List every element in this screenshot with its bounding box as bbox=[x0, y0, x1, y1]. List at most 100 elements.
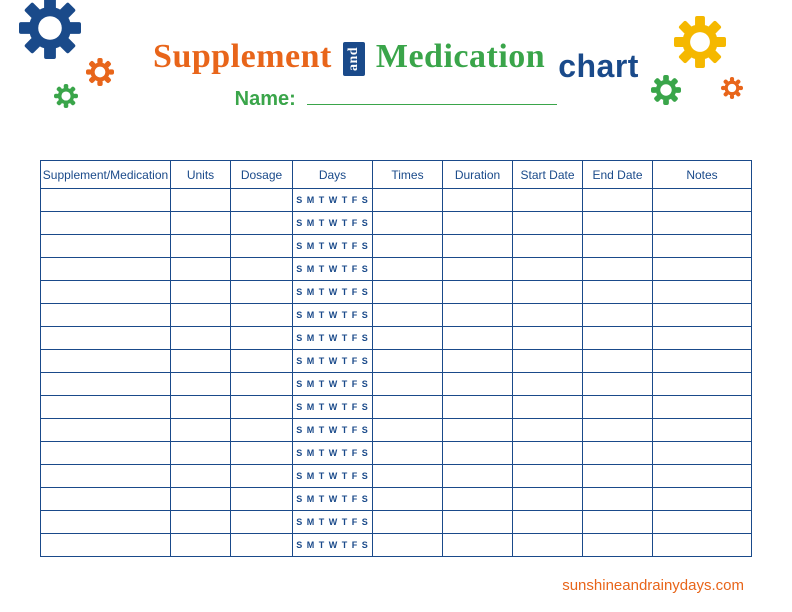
table-cell[interactable] bbox=[513, 419, 583, 442]
table-cell[interactable] bbox=[653, 442, 752, 465]
table-cell[interactable] bbox=[513, 189, 583, 212]
table-cell[interactable] bbox=[373, 235, 443, 258]
table-cell[interactable] bbox=[231, 258, 293, 281]
table-cell[interactable] bbox=[583, 327, 653, 350]
table-cell[interactable] bbox=[443, 488, 513, 511]
table-cell[interactable] bbox=[373, 304, 443, 327]
table-cell[interactable] bbox=[653, 327, 752, 350]
table-cell[interactable] bbox=[583, 350, 653, 373]
table-cell[interactable] bbox=[41, 373, 171, 396]
table-cell[interactable] bbox=[171, 534, 231, 557]
days-cell[interactable]: S M T W T F S bbox=[293, 281, 373, 304]
table-cell[interactable] bbox=[653, 235, 752, 258]
days-cell[interactable]: S M T W T F S bbox=[293, 465, 373, 488]
table-cell[interactable] bbox=[583, 235, 653, 258]
days-cell[interactable]: S M T W T F S bbox=[293, 304, 373, 327]
table-cell[interactable] bbox=[231, 534, 293, 557]
table-cell[interactable] bbox=[653, 281, 752, 304]
table-cell[interactable] bbox=[373, 327, 443, 350]
table-cell[interactable] bbox=[513, 534, 583, 557]
table-cell[interactable] bbox=[443, 350, 513, 373]
table-cell[interactable] bbox=[41, 189, 171, 212]
table-cell[interactable] bbox=[231, 235, 293, 258]
table-cell[interactable] bbox=[513, 281, 583, 304]
table-cell[interactable] bbox=[583, 511, 653, 534]
table-cell[interactable] bbox=[513, 488, 583, 511]
table-cell[interactable] bbox=[373, 281, 443, 304]
table-cell[interactable] bbox=[373, 396, 443, 419]
table-cell[interactable] bbox=[41, 465, 171, 488]
table-cell[interactable] bbox=[373, 189, 443, 212]
table-cell[interactable] bbox=[171, 442, 231, 465]
table-cell[interactable] bbox=[443, 396, 513, 419]
table-cell[interactable] bbox=[583, 258, 653, 281]
table-cell[interactable] bbox=[41, 419, 171, 442]
table-cell[interactable] bbox=[653, 465, 752, 488]
name-fill-line[interactable] bbox=[307, 104, 557, 105]
table-cell[interactable] bbox=[513, 396, 583, 419]
days-cell[interactable]: S M T W T F S bbox=[293, 373, 373, 396]
table-cell[interactable] bbox=[231, 212, 293, 235]
table-cell[interactable] bbox=[231, 189, 293, 212]
table-cell[interactable] bbox=[41, 442, 171, 465]
days-cell[interactable]: S M T W T F S bbox=[293, 258, 373, 281]
table-cell[interactable] bbox=[231, 442, 293, 465]
days-cell[interactable]: S M T W T F S bbox=[293, 212, 373, 235]
table-cell[interactable] bbox=[583, 419, 653, 442]
days-cell[interactable]: S M T W T F S bbox=[293, 350, 373, 373]
table-cell[interactable] bbox=[443, 189, 513, 212]
table-cell[interactable] bbox=[373, 212, 443, 235]
table-cell[interactable] bbox=[583, 212, 653, 235]
table-cell[interactable] bbox=[583, 534, 653, 557]
table-cell[interactable] bbox=[231, 304, 293, 327]
table-cell[interactable] bbox=[373, 442, 443, 465]
table-cell[interactable] bbox=[171, 419, 231, 442]
table-cell[interactable] bbox=[583, 465, 653, 488]
table-cell[interactable] bbox=[513, 212, 583, 235]
table-cell[interactable] bbox=[583, 304, 653, 327]
table-cell[interactable] bbox=[41, 258, 171, 281]
table-cell[interactable] bbox=[171, 396, 231, 419]
table-cell[interactable] bbox=[231, 396, 293, 419]
table-cell[interactable] bbox=[513, 373, 583, 396]
table-cell[interactable] bbox=[443, 511, 513, 534]
table-cell[interactable] bbox=[171, 327, 231, 350]
table-cell[interactable] bbox=[513, 258, 583, 281]
table-cell[interactable] bbox=[583, 396, 653, 419]
table-cell[interactable] bbox=[373, 488, 443, 511]
table-cell[interactable] bbox=[653, 212, 752, 235]
table-cell[interactable] bbox=[41, 212, 171, 235]
table-cell[interactable] bbox=[41, 396, 171, 419]
days-cell[interactable]: S M T W T F S bbox=[293, 534, 373, 557]
table-cell[interactable] bbox=[443, 327, 513, 350]
days-cell[interactable]: S M T W T F S bbox=[293, 442, 373, 465]
table-cell[interactable] bbox=[373, 465, 443, 488]
table-cell[interactable] bbox=[653, 488, 752, 511]
table-cell[interactable] bbox=[171, 258, 231, 281]
table-cell[interactable] bbox=[41, 281, 171, 304]
table-cell[interactable] bbox=[513, 304, 583, 327]
table-cell[interactable] bbox=[41, 235, 171, 258]
table-cell[interactable] bbox=[231, 488, 293, 511]
table-cell[interactable] bbox=[443, 465, 513, 488]
table-cell[interactable] bbox=[653, 304, 752, 327]
table-cell[interactable] bbox=[653, 373, 752, 396]
table-cell[interactable] bbox=[41, 488, 171, 511]
table-cell[interactable] bbox=[443, 212, 513, 235]
table-cell[interactable] bbox=[171, 465, 231, 488]
table-cell[interactable] bbox=[41, 534, 171, 557]
table-cell[interactable] bbox=[653, 534, 752, 557]
table-cell[interactable] bbox=[171, 235, 231, 258]
table-cell[interactable] bbox=[231, 419, 293, 442]
days-cell[interactable]: S M T W T F S bbox=[293, 488, 373, 511]
table-cell[interactable] bbox=[513, 235, 583, 258]
table-cell[interactable] bbox=[513, 327, 583, 350]
table-cell[interactable] bbox=[171, 189, 231, 212]
table-cell[interactable] bbox=[513, 442, 583, 465]
table-cell[interactable] bbox=[443, 373, 513, 396]
table-cell[interactable] bbox=[41, 304, 171, 327]
table-cell[interactable] bbox=[373, 534, 443, 557]
table-cell[interactable] bbox=[373, 419, 443, 442]
table-cell[interactable] bbox=[171, 281, 231, 304]
table-cell[interactable] bbox=[373, 258, 443, 281]
